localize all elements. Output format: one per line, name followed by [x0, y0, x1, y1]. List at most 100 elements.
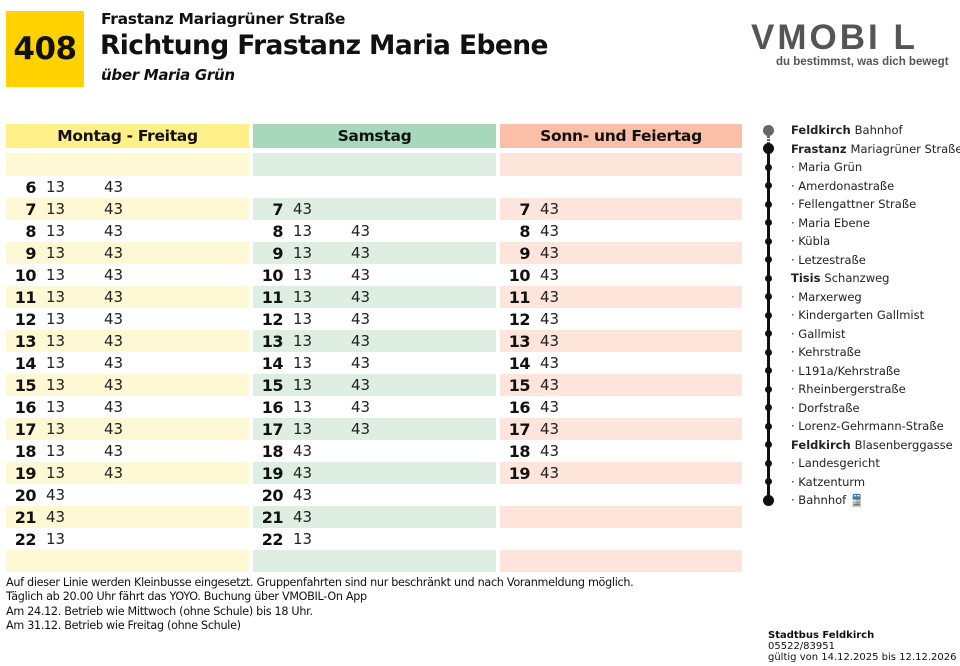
- hour-cell: 8: [25, 221, 36, 241]
- timetable-row: 6 13 43: [6, 176, 249, 198]
- minute-cell: 43: [104, 244, 124, 262]
- hour-cell: 17: [14, 419, 37, 439]
- minute-cell: 43: [293, 442, 313, 460]
- blank-band: [253, 550, 496, 572]
- timetable-row: 9 13 43: [6, 242, 249, 264]
- minute-cell: 43: [293, 464, 313, 482]
- hour-cell: 19: [14, 463, 37, 483]
- stop-dot-icon: [765, 163, 772, 171]
- timetable-row: [500, 506, 742, 528]
- timetable-row: 8 13 43: [6, 220, 249, 242]
- stop-name: · Maria Ebene: [791, 215, 870, 230]
- timetable-row: 21 43: [6, 506, 249, 528]
- blank-band: [500, 550, 742, 572]
- minute-cell: 43: [104, 332, 124, 350]
- minute-cell: 43: [351, 222, 371, 240]
- minute-cell: 13: [293, 266, 313, 284]
- timetable-row: 17 13 43: [253, 418, 496, 440]
- route-line-dashed: [767, 133, 770, 145]
- minute-cell: 43: [293, 508, 313, 526]
- stop-name: · Landesgericht: [791, 456, 880, 471]
- sunday-holiday-column: Sonn- und Feiertag 7 43 8 43 9 43 10 43 11 43 12 43…: [500, 124, 742, 572]
- stop-name: · Gallmist: [791, 326, 846, 341]
- timetable-row: 8 13 43: [253, 220, 496, 242]
- hour-cell: 17: [261, 419, 284, 439]
- minute-cell: 13: [46, 530, 66, 548]
- stop-name: Bahnhof: [854, 123, 903, 138]
- timetable-row: 20 43: [6, 484, 249, 506]
- stop-dot-icon: [763, 494, 774, 506]
- stop-town: Feldkirch: [791, 123, 851, 138]
- minute-cell: 13: [46, 244, 66, 262]
- hour-cell: 7: [25, 199, 36, 219]
- minute-cell: 43: [104, 222, 124, 240]
- vmobil-logo: VMOBI L: [751, 18, 918, 57]
- minute-cell: 13: [46, 332, 66, 350]
- minute-cell: 43: [540, 398, 560, 416]
- minute-cell: 43: [351, 310, 371, 328]
- stop-item: · Letzestraße: [760, 251, 960, 270]
- minute-cell: 43: [540, 332, 560, 350]
- minute-cell: 43: [540, 464, 560, 482]
- via-subtitle: über Maria Grün: [101, 66, 235, 84]
- hour-cell: 10: [14, 265, 37, 285]
- timetable-row: 7 13 43: [6, 198, 249, 220]
- stop-item: · Kehrstraße: [760, 343, 960, 362]
- stop-dot-icon: [765, 404, 772, 412]
- line-number-badge: 408: [6, 11, 84, 87]
- timetable-row: 12 43: [500, 308, 742, 330]
- departure-stop: Frastanz Mariagrüner Straße: [101, 10, 346, 28]
- hour-cell: 10: [508, 265, 531, 285]
- timetable-row: 8 43: [500, 220, 742, 242]
- note-line: Am 31.12. Betrieb wie Freitag (ohne Schu…: [6, 618, 241, 632]
- hour-cell: 11: [14, 287, 37, 307]
- stop-item: · Gallmist: [760, 325, 960, 344]
- hour-cell: 21: [14, 507, 37, 527]
- timetable-row: 12 13 43: [6, 308, 249, 330]
- stop-town: Tisis: [791, 271, 821, 286]
- hour-cell: 20: [14, 485, 37, 505]
- timetable-row: 15 13 43: [253, 374, 496, 396]
- stop-item: · Kübla: [760, 232, 960, 251]
- stop-dot-icon: [765, 441, 772, 449]
- minute-cell: 43: [351, 332, 371, 350]
- timetable-row: 13 43: [500, 330, 742, 352]
- stop-town: Frastanz: [791, 141, 847, 156]
- minute-cell: 43: [104, 266, 124, 284]
- hour-cell: 12: [508, 309, 531, 329]
- note-line: Am 24.12. Betrieb wie Mittwoch (ohne Sch…: [6, 604, 313, 618]
- minute-cell: 13: [46, 310, 66, 328]
- stop-item: Frastanz Mariagrüner Straße: [760, 140, 960, 159]
- timetable-row: [500, 484, 742, 506]
- minute-cell: 43: [351, 354, 371, 372]
- hour-cell: 18: [14, 441, 37, 461]
- minute-cell: 43: [540, 420, 560, 438]
- stop-item: Tisis Schanzweg: [760, 269, 960, 288]
- stop-item: Feldkirch Bahnhof: [760, 121, 960, 140]
- stop-name: · Maria Grün: [791, 160, 863, 175]
- hour-cell: 13: [14, 331, 37, 351]
- stop-dot-icon: [765, 348, 772, 356]
- timetable-row: 19 13 43: [6, 462, 249, 484]
- timetable-row: 9 43: [500, 242, 742, 264]
- hour-cell: 19: [261, 463, 284, 483]
- timetable-row: 18 13 43: [6, 440, 249, 462]
- stop-name: Mariagrüner Straße: [850, 141, 960, 156]
- minute-cell: 43: [104, 442, 124, 460]
- route-line: [767, 148, 770, 497]
- hour-cell: 7: [519, 199, 530, 219]
- minute-cell: 43: [540, 442, 560, 460]
- stop-town: Feldkirch: [791, 437, 851, 452]
- hour-cell: 13: [508, 331, 531, 351]
- stop-item: · Marxerweg: [760, 288, 960, 307]
- minute-cell: 43: [540, 288, 560, 306]
- stop-list: Feldkirch Bahnhof Frastanz Mariagrüner Stra…: [760, 121, 960, 510]
- timetable-row: 14 13 43: [253, 352, 496, 374]
- stop-name: · Dorfstraße: [791, 400, 860, 415]
- hour-cell: 14: [261, 353, 284, 373]
- stop-name: · Katzenturm: [791, 474, 866, 489]
- timetable-row: 16 43: [500, 396, 742, 418]
- timetable-row: 18 43: [253, 440, 496, 462]
- minute-cell: 13: [46, 200, 66, 218]
- minute-cell: 13: [46, 398, 66, 416]
